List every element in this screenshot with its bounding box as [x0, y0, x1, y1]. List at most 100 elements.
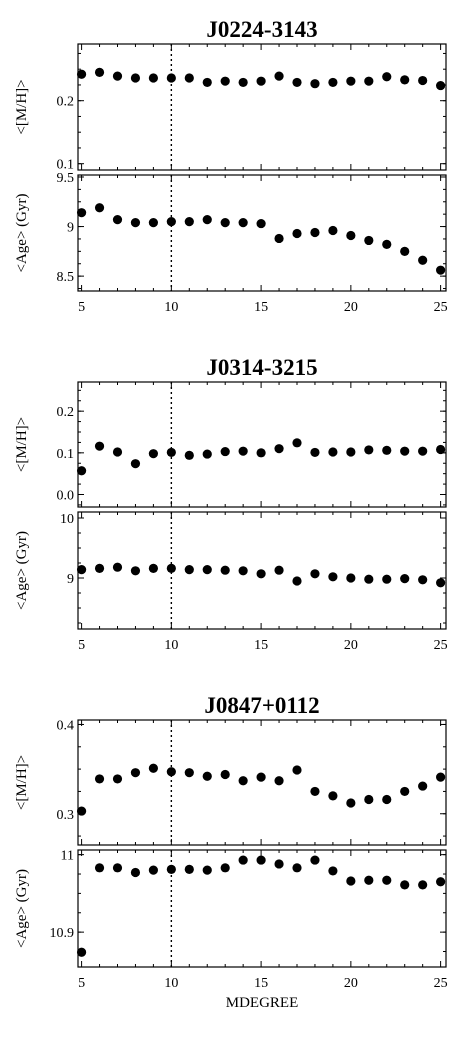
- chart-2: J0314-3215 0.0 0.1 0.2 <[M/H]> 9 10 <Age> (Gyr)…: [14, 355, 448, 653]
- x-axis-label: MDEGREE: [226, 995, 299, 1011]
- y-tick-label: 11: [61, 849, 74, 864]
- x-tick-label: 15: [254, 976, 268, 991]
- data-point: [364, 794, 374, 805]
- data-point: [76, 466, 87, 476]
- x-tick-label: 20: [344, 638, 358, 653]
- data-point: [184, 768, 194, 778]
- data-point: [346, 76, 356, 86]
- data-point: [256, 569, 266, 579]
- data-point: [94, 67, 105, 77]
- data-point: [130, 768, 141, 778]
- data-point: [112, 562, 123, 572]
- data-point: [76, 947, 87, 957]
- data-point: [112, 447, 123, 457]
- data-point: [184, 864, 194, 874]
- data-point: [310, 79, 320, 89]
- data-point: [202, 865, 212, 875]
- data-point: [292, 765, 302, 775]
- data-point: [112, 215, 123, 225]
- data-point: [364, 76, 374, 86]
- x-tick-label: 25: [434, 638, 448, 653]
- data-point: [382, 445, 392, 455]
- data-point: [148, 217, 158, 228]
- data-point: [418, 575, 428, 585]
- x-tick-label: 5: [78, 300, 85, 315]
- y-tick-label: 0.2: [57, 405, 75, 420]
- data-point: [292, 438, 302, 448]
- data-point: [274, 444, 284, 454]
- data-point: [220, 217, 230, 228]
- data-point: [436, 265, 446, 275]
- data-point: [148, 865, 158, 875]
- data-point: [220, 446, 230, 457]
- data-point: [76, 69, 87, 79]
- y-tick-label: 0.4: [57, 718, 75, 733]
- panel-metallicity: 0.3 0.4 <[M/H]>: [14, 718, 447, 846]
- data-point: [238, 566, 248, 576]
- data-point: [130, 217, 141, 228]
- data-point: [238, 776, 248, 786]
- data-point: [202, 449, 212, 459]
- data-point: [166, 767, 176, 777]
- panel-age: 9 10 <Age> (Gyr): [14, 511, 447, 630]
- y-tick-label: 10.9: [50, 926, 75, 941]
- data-point: [418, 75, 428, 86]
- data-point: [292, 863, 302, 873]
- data-point: [166, 563, 176, 574]
- data-point: [364, 235, 374, 246]
- data-point: [364, 574, 374, 584]
- x-tick-label: 20: [344, 976, 358, 991]
- data-point: [112, 71, 123, 81]
- x-tick-label: 20: [344, 300, 358, 315]
- data-point: [364, 875, 374, 885]
- x-tick-label: 10: [164, 300, 178, 315]
- y-tick-label: 9: [67, 572, 74, 587]
- x-tick-label: 5: [78, 976, 85, 991]
- panel-frame: [77, 381, 447, 508]
- data-point: [382, 794, 392, 805]
- y-tick-label: 9: [67, 221, 74, 236]
- data-point: [382, 239, 392, 250]
- data-point: [220, 565, 230, 575]
- data-point: [274, 565, 284, 575]
- data-point: [202, 565, 212, 575]
- data-point: [328, 225, 338, 236]
- data-point: [166, 864, 176, 874]
- data-point: [148, 73, 158, 83]
- data-point: [400, 446, 410, 456]
- data-point: [238, 77, 248, 88]
- data-point: [94, 203, 105, 213]
- data-point: [400, 574, 410, 584]
- data-point: [436, 877, 446, 887]
- data-point: [256, 218, 266, 229]
- data-point: [148, 763, 158, 773]
- data-point: [148, 449, 158, 459]
- data-point: [256, 76, 266, 86]
- data-point: [238, 446, 248, 456]
- y-tick-label: 0.2: [57, 95, 75, 110]
- y-tick-label: 0.3: [57, 808, 75, 823]
- panel-metallicity: 0.1 0.2 <[M/H]>: [14, 43, 447, 173]
- x-tick-label: 25: [434, 300, 448, 315]
- data-point: [310, 786, 320, 797]
- data-point: [436, 772, 446, 782]
- y-axis-label: <Age> (Gyr): [14, 531, 30, 610]
- data-point: [220, 769, 230, 780]
- data-point: [130, 867, 141, 878]
- panel-frame: [77, 174, 447, 292]
- data-point: [382, 574, 392, 584]
- y-axis-label: <Age> (Gyr): [14, 869, 30, 948]
- data-point: [256, 772, 266, 782]
- chart-title: J0314-3215: [206, 355, 317, 380]
- data-point: [346, 447, 356, 457]
- x-tick-label: 10: [164, 638, 178, 653]
- y-tick-label: 0.1: [57, 158, 75, 173]
- x-tick-label: 15: [254, 300, 268, 315]
- data-point: [346, 798, 356, 808]
- y-tick-label: 8.5: [57, 270, 75, 285]
- data-point: [400, 880, 410, 890]
- chart-3: J0847+0112 0.3 0.4 <[M/H]> 10.9 11 <Age> (Gyr)…: [14, 693, 448, 1011]
- data-point: [418, 880, 428, 890]
- data-point: [166, 447, 176, 458]
